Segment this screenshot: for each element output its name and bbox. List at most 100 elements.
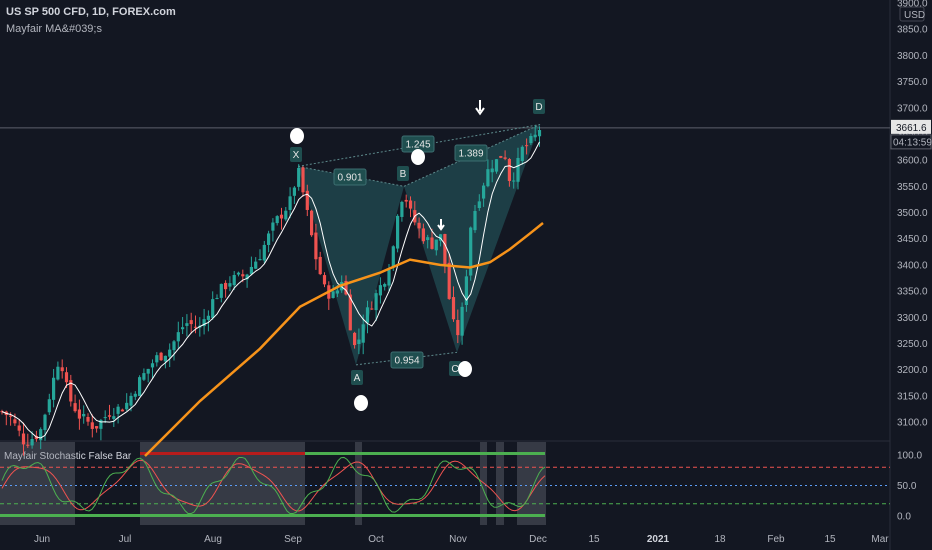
- candle-body: [451, 297, 456, 320]
- price-tick-label: 3200.0: [897, 365, 928, 376]
- candle-body: [176, 332, 180, 342]
- last-price-label: 3661.6: [896, 123, 927, 134]
- moving-averages: [1, 141, 544, 457]
- candle-body: [503, 157, 507, 159]
- candle-body: [77, 409, 81, 419]
- candle-body: [374, 293, 378, 311]
- candle-body: [202, 319, 206, 327]
- indicator-ma-title[interactable]: Mayfair MA&#039;s: [6, 23, 102, 35]
- candle-body: [404, 199, 408, 202]
- candle-body: [228, 283, 232, 287]
- indicator-stochastic-title[interactable]: Mayfair Stochastic False Bar: [4, 451, 132, 462]
- candle-body: [456, 319, 460, 336]
- candle-body: [533, 134, 537, 138]
- candle-body: [159, 352, 163, 361]
- marker-circle: [354, 395, 368, 411]
- candle-body: [447, 262, 451, 299]
- candle-body: [284, 210, 288, 220]
- time-axis: Jun Jul Aug Sep Oct Nov Dec 15 2021 18 Feb 15 Mar: [34, 534, 889, 545]
- stoch-shade-zone: [355, 442, 362, 525]
- candle-body: [365, 307, 370, 323]
- candle-body: [525, 145, 529, 147]
- candle-body: [52, 377, 56, 400]
- pattern-point-label: D: [535, 102, 542, 113]
- candle-body: [64, 372, 69, 383]
- candle-body: [241, 274, 245, 277]
- price-tick-label: 3800.0: [897, 51, 928, 62]
- candle-body: [499, 156, 503, 158]
- candle-body: [26, 444, 30, 446]
- candle-body: [60, 367, 64, 372]
- price-tick-label: 3100.0: [897, 418, 928, 429]
- pattern-point-box: [351, 370, 363, 385]
- down-arrow-head: [437, 224, 445, 231]
- candle-body: [13, 419, 17, 424]
- candle-body: [417, 222, 421, 229]
- stochastic-lines: [1, 456, 546, 515]
- candle-body: [90, 422, 94, 429]
- stoch-shade-zone: [0, 442, 75, 525]
- price-tick-label: 3700.0: [897, 103, 928, 114]
- candle-body: [408, 200, 413, 209]
- ma-slow-line: [144, 222, 544, 457]
- candle-body: [378, 285, 382, 296]
- time-tick-label: 18: [714, 534, 726, 545]
- price-tick-label: 3250.0: [897, 339, 928, 350]
- candle-body: [391, 246, 395, 267]
- candle-body: [9, 415, 13, 417]
- candle-body: [460, 306, 464, 336]
- pattern-triangle-xab: [298, 166, 404, 365]
- ratio-label: 0.954: [394, 356, 419, 367]
- pattern-dashed-line: [403, 124, 541, 187]
- candle-body: [516, 157, 520, 182]
- price-tick-label: 3500.0: [897, 208, 928, 219]
- candle-body: [47, 399, 51, 413]
- candle-body: [120, 409, 124, 412]
- price-tick-label: 3400.0: [897, 260, 928, 271]
- candle-body: [112, 416, 116, 419]
- candle-body: [211, 299, 215, 318]
- candle-body: [396, 215, 400, 249]
- candle-body: [86, 416, 90, 422]
- ratio-label: 1.245: [405, 140, 430, 151]
- candle-body: [469, 227, 473, 276]
- candle-body: [490, 168, 494, 173]
- time-tick-label: Mar: [871, 534, 889, 545]
- price-tick-label: 3450.0: [897, 234, 928, 245]
- candle-body: [267, 233, 271, 245]
- ratio-box: [390, 351, 424, 369]
- time-tick-label: 15: [824, 534, 836, 545]
- symbol-title[interactable]: US SP 500 CFD, 1D, FOREX.com: [6, 6, 176, 18]
- stoch-band-bottom: [0, 514, 545, 517]
- candle-body: [224, 282, 228, 290]
- candle-body: [482, 185, 486, 199]
- candle-body: [107, 415, 112, 417]
- candle-body: [288, 196, 292, 210]
- candle-body: [537, 130, 542, 137]
- candle-body: [43, 414, 47, 431]
- candle-body: [232, 274, 236, 286]
- candle-body: [477, 201, 481, 209]
- candle-body: [512, 180, 516, 182]
- candle-body: [39, 429, 43, 441]
- candle-body: [357, 339, 361, 345]
- stoch-tick-label: 50.0: [897, 481, 917, 492]
- candle-body: [219, 283, 223, 298]
- candle-body: [279, 214, 284, 219]
- price-tick-label: 3300.0: [897, 313, 928, 324]
- candle-body: [335, 290, 339, 294]
- candle-body: [473, 211, 477, 231]
- currency-label: USD: [904, 10, 925, 21]
- ratio-label: 0.901: [337, 173, 362, 184]
- ratio-label: 1.389: [458, 149, 483, 160]
- candle-body: [146, 368, 150, 374]
- candle-body: [254, 261, 258, 269]
- price-tick-label: 3750.0: [897, 77, 928, 88]
- candle-body: [95, 426, 99, 429]
- pattern-dashed-line: [297, 124, 541, 167]
- time-tick-label: 2021: [647, 534, 670, 545]
- candle-body: [383, 284, 387, 287]
- candle-body: [0, 411, 4, 413]
